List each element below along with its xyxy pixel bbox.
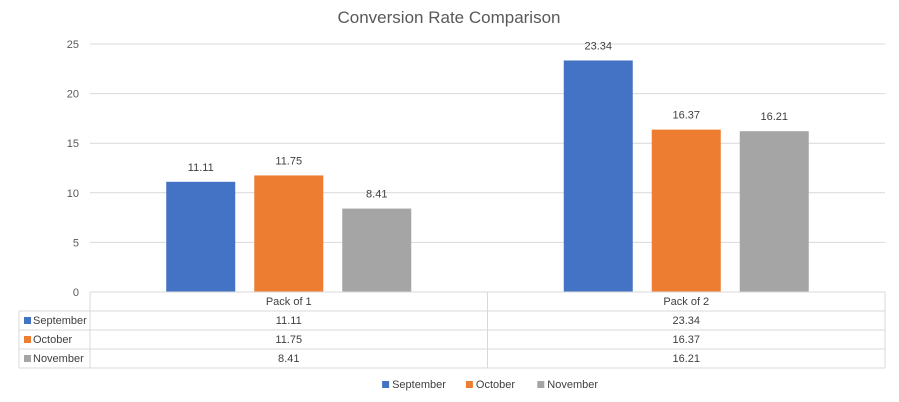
table-series-name: November — [33, 353, 84, 365]
table-legend-key — [24, 355, 31, 362]
legend-key-october — [465, 381, 473, 388]
legend-key-november — [537, 381, 545, 388]
y-tick-label: 25 — [67, 39, 79, 51]
table-series-name: September — [33, 315, 87, 327]
table-cell: 11.11 — [276, 315, 302, 327]
data-label: 23.34 — [584, 40, 612, 52]
table-legend-key — [24, 317, 31, 324]
table-cell: 8.41 — [278, 353, 299, 365]
bar-november-2[interactable] — [739, 131, 809, 292]
table-series-name: October — [33, 334, 72, 346]
chart-title: Conversion Rate Comparison — [338, 8, 561, 27]
data-label: 11.11 — [188, 162, 214, 174]
bar-september-1[interactable] — [166, 181, 236, 292]
table-cell: 16.21 — [672, 353, 700, 365]
bar-november-1[interactable] — [342, 208, 412, 292]
category-label: Pack of 2 — [663, 296, 709, 308]
category-label: Pack of 1 — [266, 296, 312, 308]
data-label: 16.37 — [672, 110, 700, 122]
table-cell: 11.75 — [275, 334, 302, 346]
bar-october-1[interactable] — [254, 175, 324, 292]
legend-label-september: September — [392, 379, 446, 391]
legend-label-november: November — [547, 379, 598, 391]
y-tick-label: 15 — [67, 138, 79, 150]
legend: September October November — [382, 379, 598, 391]
y-tick-label: 0 — [73, 287, 79, 299]
data-label: 16.21 — [760, 111, 788, 123]
y-tick-label: 5 — [73, 237, 79, 249]
table-legend-key — [24, 336, 31, 343]
y-tick-label: 10 — [67, 188, 79, 200]
data-table: Pack of 1 Pack of 2 September 11.11 23.34 Oct… — [18, 291, 886, 369]
data-label: 11.75 — [275, 155, 302, 167]
bar-september-2[interactable] — [563, 60, 633, 293]
table-cell: 16.37 — [672, 334, 700, 346]
table-cell: 23.34 — [672, 315, 700, 327]
y-tick-label: 20 — [67, 89, 79, 101]
y-axis-ticks: 0 5 10 15 20 25 — [67, 39, 79, 299]
data-labels: 11.11 11.75 8.41 23.34 16.37 16.21 — [188, 40, 788, 200]
bars — [166, 60, 809, 293]
data-label: 8.41 — [366, 189, 387, 201]
legend-label-october: October — [476, 379, 515, 391]
legend-key-september — [382, 381, 390, 388]
bar-october-2[interactable] — [651, 129, 721, 292]
